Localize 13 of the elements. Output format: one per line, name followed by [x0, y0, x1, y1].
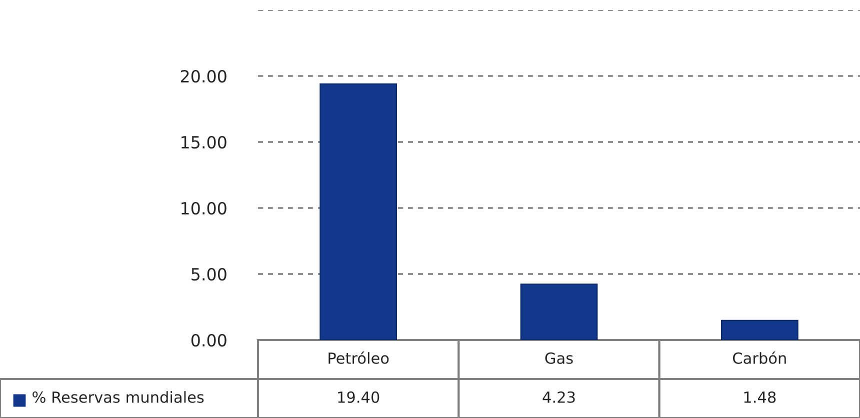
x-tick-label: Petróleo: [328, 351, 389, 364]
x-tick-label: Gas: [545, 352, 573, 364]
data-label: 4.23: [542, 391, 575, 403]
y-tick-label: 15.00: [182, 136, 226, 149]
bar: [720, 320, 798, 340]
y-tick-label: 0.00: [191, 334, 226, 347]
y-tick-label: 5.00: [192, 268, 226, 281]
y-tick-label: 10.00: [182, 202, 226, 215]
data-label: 19.40: [338, 391, 380, 403]
x-tick-label: Carbón: [733, 351, 786, 364]
data-label: 1.48: [744, 391, 776, 403]
legend-label: % Reservas mundiales: [32, 391, 204, 403]
y-tick-label: 20.00: [180, 70, 226, 83]
